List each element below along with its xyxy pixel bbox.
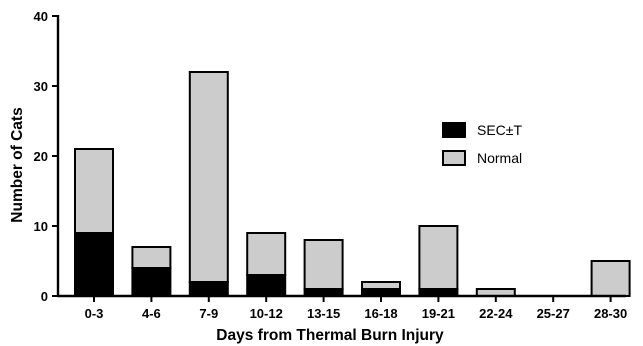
x-tick-label: 16-18	[364, 306, 397, 321]
x-tick-label: 7-9	[199, 306, 218, 321]
legend-label-sec: SEC±T	[477, 122, 522, 138]
bar-normal-13-15	[303, 239, 344, 290]
x-axis-title: Days from Thermal Burn Injury	[216, 327, 444, 344]
y-tick-label: 30	[34, 79, 48, 94]
y-tick-label: 10	[34, 219, 48, 234]
bar-normal-0-3	[74, 148, 114, 234]
x-tick-label: 4-6	[142, 306, 161, 321]
bar-sec-10-12	[246, 274, 287, 297]
bar-normal-10-12	[246, 232, 287, 276]
x-tick-label: 19-21	[422, 306, 455, 321]
x-axis-ticks: 0-3 4-6 7-9 10-12 13-15 16-18 19-21 22-24 25-27 2…	[85, 296, 627, 321]
x-tick-label: 10-12	[250, 306, 283, 321]
bars-layer	[74, 71, 631, 297]
legend: SEC±T Normal	[442, 122, 522, 166]
bar-normal-7-9	[188, 71, 229, 283]
bar-sec-4-6	[131, 267, 172, 297]
y-tick-label: 20	[34, 149, 48, 164]
y-tick-label: 40	[34, 9, 48, 24]
legend-label-normal: Normal	[477, 150, 522, 166]
legend-swatch-normal	[442, 150, 466, 166]
bar-normal-28-30	[590, 260, 631, 297]
y-axis-ticks: 0 10 20 30 40	[34, 9, 58, 304]
y-tick-label: 0	[41, 289, 48, 304]
y-axis-title: Number of Cats	[9, 107, 26, 222]
bar-normal-4-6	[131, 246, 172, 269]
x-tick-label: 22-24	[479, 306, 513, 321]
x-tick-label: 13-15	[307, 306, 340, 321]
bar-normal-19-21	[418, 225, 459, 290]
x-tick-label: 25-27	[537, 306, 570, 321]
x-tick-label: 28-30	[594, 306, 627, 321]
legend-swatch-sec	[442, 122, 466, 138]
bar-sec-0-3	[74, 232, 114, 297]
x-tick-label: 0-3	[85, 306, 104, 321]
bar-normal-16-18	[361, 281, 401, 290]
bar-sec-7-9	[188, 281, 229, 297]
